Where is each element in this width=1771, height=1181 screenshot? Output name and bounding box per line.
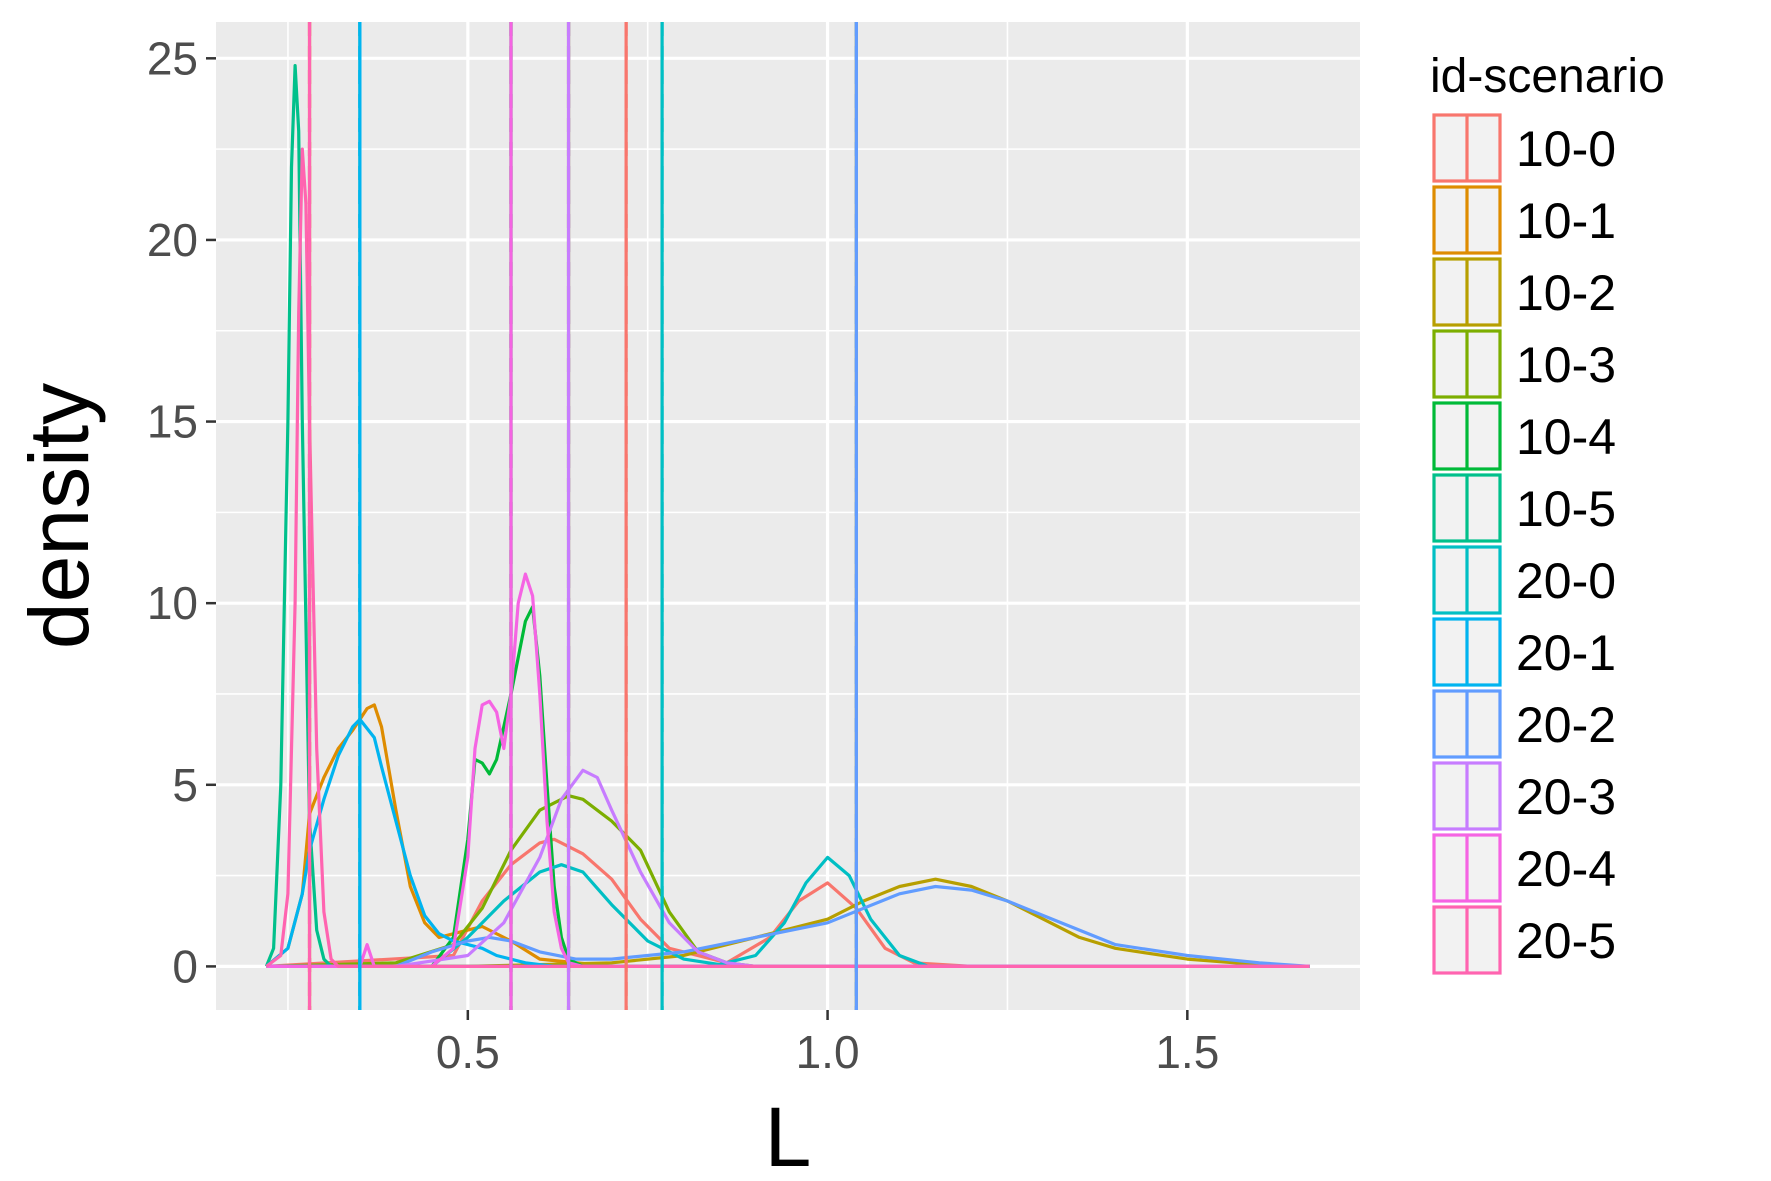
legend-label-10-2: 10-2 [1516,265,1616,321]
density-line-20-1 [265,717,1310,968]
legend-item-20-5: 20-5 [1432,905,1616,975]
y-axis-title: density [12,383,106,649]
legend-label-20-4: 20-4 [1516,841,1616,897]
legend: id-scenario 10-0 10-1 10-2 10-3 10-4 10-5 20-0… [1430,50,1665,975]
reference-lines [307,22,858,1010]
legend-item-20-1: 20-1 [1432,617,1616,687]
legend-item-10-3: 10-3 [1432,329,1616,399]
y-tick-label: 10 [147,577,198,629]
density-line-20-2 [266,884,1310,968]
y-tick-label: 20 [147,214,198,266]
density-line-10-4 [266,605,1310,968]
legend-label-20-1: 20-1 [1516,625,1616,681]
density-line-20-5 [265,147,1310,968]
y-tick-label: 25 [147,32,198,84]
x-tick-label: 0.5 [436,1026,500,1078]
legend-label-20-3: 20-3 [1516,769,1616,825]
y-tick-label: 15 [147,396,198,448]
legend-item-10-0: 10-0 [1432,113,1616,183]
y-tick-label: 0 [172,940,198,992]
y-tick-label: 5 [172,759,198,811]
x-tick-label: 1.0 [796,1026,860,1078]
legend-item-10-1: 10-1 [1432,185,1616,255]
legend-label-10-3: 10-3 [1516,337,1616,393]
legend-item-20-4: 20-4 [1432,833,1616,903]
axes: 0.5 1.0 1.5 0 5 10 15 20 25 [147,32,1219,1078]
legend-item-10-4: 10-4 [1432,401,1616,471]
legend-label-10-4: 10-4 [1516,409,1616,465]
legend-item-10-5: 10-5 [1432,473,1616,543]
legend-label-20-5: 20-5 [1516,913,1616,969]
plot-panel [216,22,1360,1010]
legend-label-10-0: 10-0 [1516,121,1616,177]
x-tick-label: 1.5 [1155,1026,1219,1078]
legend-title: id-scenario [1430,50,1665,103]
density-line-10-2 [266,877,1310,968]
legend-item-20-3: 20-3 [1432,761,1616,831]
density-line-20-3 [266,768,1310,968]
legend-label-10-5: 10-5 [1516,481,1616,537]
legend-item-10-2: 10-2 [1432,257,1616,327]
legend-label-20-2: 20-2 [1516,697,1616,753]
x-axis-title: L [765,1090,812,1181]
legend-label-10-1: 10-1 [1516,193,1616,249]
legend-item-20-0: 20-0 [1432,545,1616,615]
legend-item-20-2: 20-2 [1432,689,1616,759]
legend-label-20-0: 20-0 [1516,553,1616,609]
